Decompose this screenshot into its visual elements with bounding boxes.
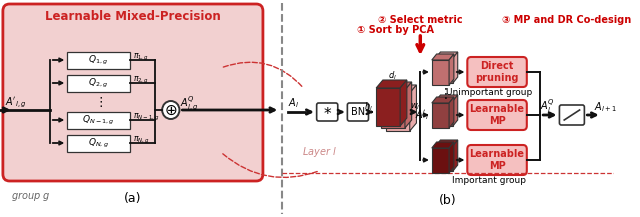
Text: $A^Q_{l,g}$: $A^Q_{l,g}$ — [180, 94, 199, 112]
Text: $\pi_{2,g}$: $\pi_{2,g}$ — [133, 74, 149, 85]
Polygon shape — [453, 52, 458, 83]
Text: $*$: $*$ — [323, 105, 332, 120]
Text: $d_l$: $d_l$ — [388, 69, 397, 82]
Text: $A'_{l,g}$: $A'_{l,g}$ — [4, 96, 26, 110]
Bar — [67, 51, 129, 69]
Text: $h_l$: $h_l$ — [364, 101, 373, 113]
Polygon shape — [432, 142, 454, 148]
Text: $\vdots$: $\vdots$ — [438, 86, 447, 101]
Text: (a): (a) — [124, 192, 141, 205]
Text: Learnable
MP: Learnable MP — [470, 149, 525, 171]
Bar — [67, 112, 129, 128]
Text: $\pi_{N,g}$: $\pi_{N,g}$ — [133, 135, 150, 146]
Polygon shape — [453, 95, 458, 126]
Text: $\pi_{N-1,g}$: $\pi_{N-1,g}$ — [133, 112, 160, 123]
Bar — [67, 135, 129, 151]
Bar — [381, 90, 405, 128]
Text: $A_l$: $A_l$ — [288, 96, 299, 110]
Polygon shape — [410, 85, 417, 131]
FancyBboxPatch shape — [317, 103, 338, 121]
Bar — [432, 148, 449, 173]
Text: $A^Q_l$: $A^Q_l$ — [540, 97, 556, 115]
Text: ③ MP and DR Co-design: ③ MP and DR Co-design — [502, 15, 631, 25]
Text: ② Select metric: ② Select metric — [378, 15, 463, 25]
Text: BN: BN — [351, 107, 365, 117]
Bar — [432, 60, 449, 85]
FancyBboxPatch shape — [467, 145, 527, 175]
Polygon shape — [405, 82, 412, 128]
Text: Unimportant group: Unimportant group — [446, 88, 532, 97]
Text: $Q_{1,g}$: $Q_{1,g}$ — [88, 53, 108, 67]
Polygon shape — [449, 142, 454, 173]
Polygon shape — [436, 140, 458, 146]
Polygon shape — [400, 80, 407, 126]
Text: (b): (b) — [439, 194, 457, 207]
Polygon shape — [436, 95, 458, 101]
Bar — [376, 88, 400, 126]
Bar — [436, 58, 453, 83]
Bar — [436, 101, 453, 126]
Text: $Q_{2,g}$: $Q_{2,g}$ — [88, 76, 108, 90]
Text: $\pi_{1,g}$: $\pi_{1,g}$ — [133, 51, 149, 62]
Text: ① Sort by PCA: ① Sort by PCA — [357, 25, 435, 35]
Polygon shape — [432, 97, 454, 103]
Text: $Q_{N,g}$: $Q_{N,g}$ — [88, 136, 109, 150]
Polygon shape — [449, 54, 454, 85]
Text: group $g$: group $g$ — [10, 190, 50, 203]
Bar — [67, 74, 129, 92]
Text: Learnable Mixed-Precision: Learnable Mixed-Precision — [45, 10, 221, 23]
Polygon shape — [376, 80, 407, 88]
Polygon shape — [432, 54, 454, 60]
Bar — [436, 146, 453, 171]
Polygon shape — [386, 85, 417, 93]
Polygon shape — [381, 82, 412, 90]
Text: $\oplus$: $\oplus$ — [164, 102, 177, 117]
FancyBboxPatch shape — [348, 103, 369, 121]
Text: $A'_l$: $A'_l$ — [415, 108, 429, 122]
Circle shape — [162, 101, 179, 119]
Bar — [386, 93, 410, 131]
Text: Layer $l$: Layer $l$ — [302, 145, 337, 159]
Text: Learnable
MP: Learnable MP — [470, 104, 525, 126]
Polygon shape — [453, 140, 458, 171]
Text: $w_l$: $w_l$ — [410, 102, 420, 112]
FancyBboxPatch shape — [559, 105, 584, 125]
Text: Direct
pruning: Direct pruning — [476, 61, 519, 83]
Text: Important group: Important group — [452, 176, 526, 185]
Text: $A_{l+1}$: $A_{l+1}$ — [594, 100, 617, 114]
Polygon shape — [449, 97, 454, 128]
FancyBboxPatch shape — [3, 4, 263, 181]
FancyArrowPatch shape — [223, 154, 319, 178]
Polygon shape — [436, 52, 458, 58]
Text: $Q_{N-1,g}$: $Q_{N-1,g}$ — [82, 113, 115, 127]
Text: $\vdots$: $\vdots$ — [94, 95, 103, 109]
Bar — [432, 103, 449, 128]
FancyArrowPatch shape — [223, 62, 303, 88]
FancyBboxPatch shape — [467, 57, 527, 87]
FancyBboxPatch shape — [467, 100, 527, 130]
